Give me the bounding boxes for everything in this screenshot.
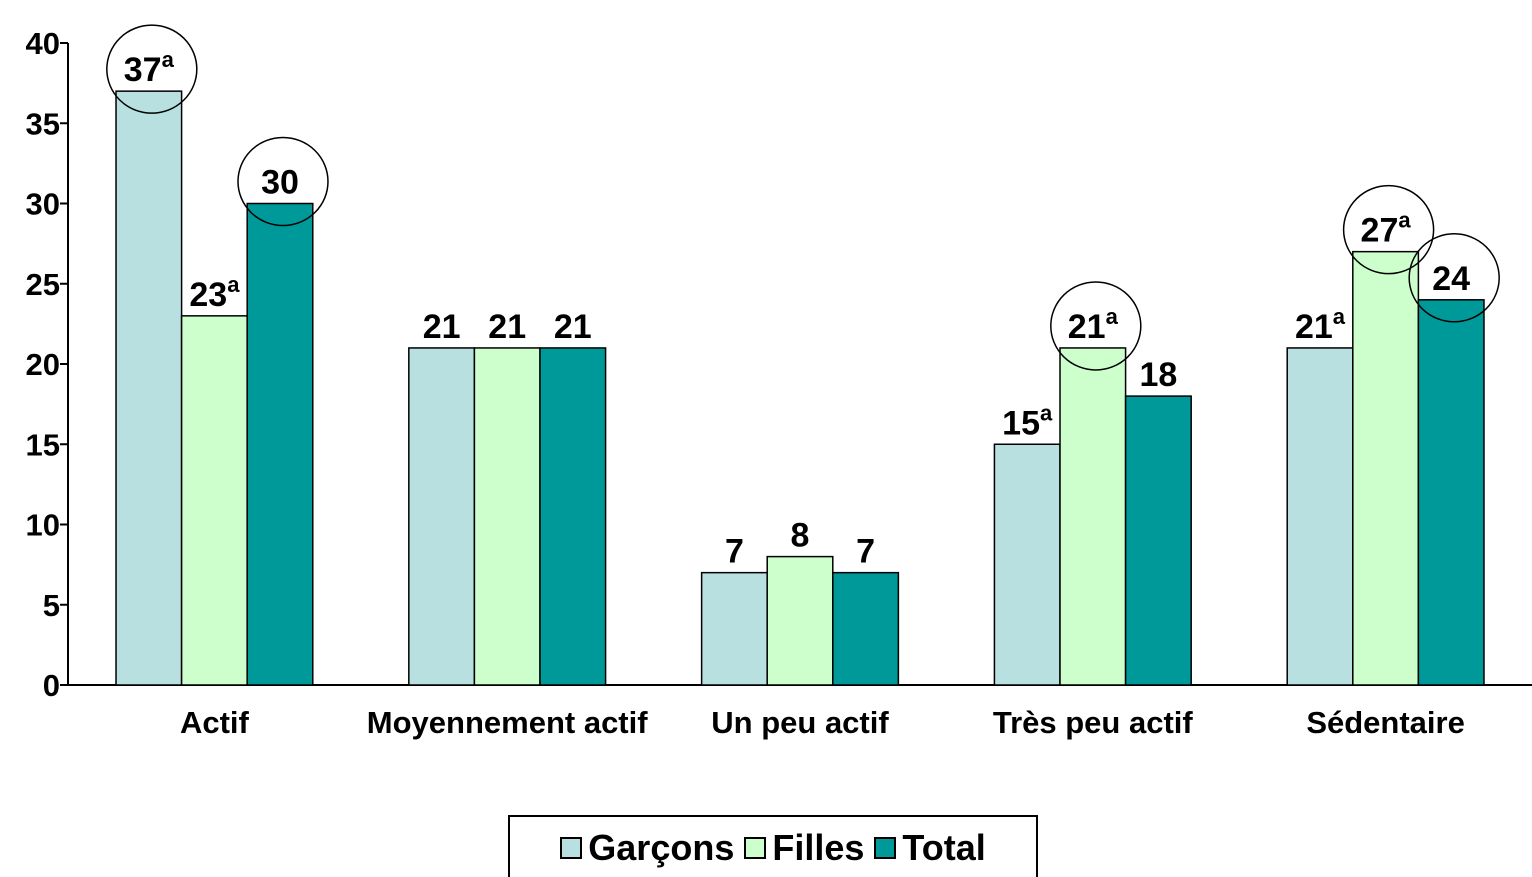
bar <box>832 571 900 686</box>
bar <box>1417 299 1485 686</box>
legend-label: Filles <box>772 827 865 868</box>
bar <box>766 555 834 686</box>
highlight-circle <box>106 24 198 114</box>
legend-label: Garçons <box>588 827 735 868</box>
bar <box>408 347 476 686</box>
data-label: 23a <box>189 272 240 314</box>
legend-label: Total <box>902 827 986 868</box>
data-label-number: 21 <box>1295 308 1333 346</box>
data-label-superscript: a <box>1398 208 1411 233</box>
bar <box>539 347 607 686</box>
data-label: 8 <box>791 517 810 555</box>
highlight-circle <box>237 136 329 227</box>
x-tick-label: Moyennement actif <box>366 705 648 740</box>
data-label-superscript: a <box>1106 304 1119 329</box>
legend-swatch <box>560 837 583 859</box>
bar <box>115 90 183 686</box>
x-tick-label: Actif <box>179 705 249 740</box>
data-label-number: 21 <box>1068 308 1106 346</box>
data-label: 24 <box>1432 260 1470 298</box>
y-tick-label: 10 <box>26 508 60 543</box>
bar <box>180 315 248 686</box>
legend-swatch <box>874 837 897 859</box>
bar <box>1124 395 1192 686</box>
data-label: 7 <box>725 533 744 571</box>
legend-swatch <box>744 837 767 859</box>
data-label-superscript: a <box>162 47 175 72</box>
bar <box>700 571 768 686</box>
data-label: 21 <box>554 308 592 346</box>
legend-item: Garçons <box>560 827 734 869</box>
y-tick-label: 25 <box>26 267 60 302</box>
data-label-number: 15 <box>1002 404 1040 442</box>
legend: Garçons Filles Total <box>508 815 1038 877</box>
x-tick-label: Très peu actif <box>992 705 1193 740</box>
legend-item: Filles <box>744 827 864 869</box>
y-tick-label: 20 <box>26 347 60 382</box>
x-tick-label: Un peu actif <box>711 705 889 740</box>
bar <box>1352 250 1420 686</box>
y-tick-label: 40 <box>26 26 60 61</box>
highlight-circle <box>1050 281 1142 371</box>
data-label: 37a <box>124 47 175 89</box>
data-label-number: 37 <box>124 51 162 89</box>
data-label: 7 <box>856 533 875 571</box>
y-tick-label: 35 <box>26 106 60 141</box>
y-tick-label: 5 <box>43 588 60 623</box>
y-tick-label: 0 <box>43 668 60 703</box>
bar <box>246 202 314 686</box>
data-label: 21a <box>1295 304 1346 346</box>
bar <box>473 347 541 686</box>
data-label-number: 23 <box>189 276 227 314</box>
data-label-number: 27 <box>1361 212 1399 250</box>
data-label-superscript: a <box>227 272 240 297</box>
data-label: 21 <box>488 308 526 346</box>
highlight-circle <box>1342 184 1435 275</box>
data-label: 18 <box>1139 356 1177 394</box>
data-label: 21a <box>1068 304 1119 346</box>
legend-item: Total <box>874 827 986 869</box>
x-tick-label: Sédentaire <box>1306 705 1465 740</box>
data-label-superscript: a <box>1333 304 1346 329</box>
data-label: 21 <box>423 308 461 346</box>
data-label: 27a <box>1361 208 1412 250</box>
highlight-circle <box>1408 233 1500 323</box>
bar <box>993 443 1061 686</box>
bar <box>1059 347 1127 686</box>
y-tick-label: 30 <box>26 187 60 222</box>
data-label-superscript: a <box>1040 400 1053 425</box>
data-label: 15a <box>1002 400 1053 442</box>
data-label: 30 <box>261 164 299 202</box>
y-tick-label: 15 <box>26 427 60 462</box>
bar <box>1286 347 1354 686</box>
